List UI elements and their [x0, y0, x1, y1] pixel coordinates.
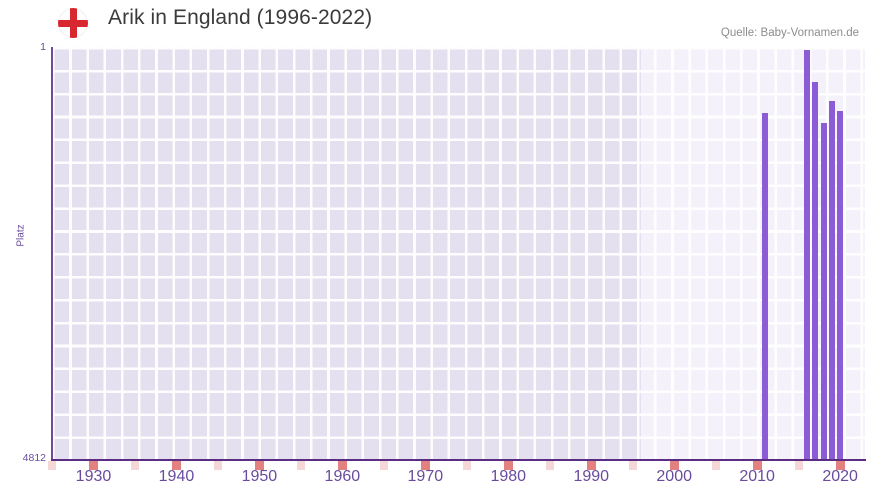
- plot-area: [52, 47, 865, 459]
- x-axis-marker: [545, 461, 554, 470]
- bar[interactable]: [837, 111, 844, 459]
- x-axis-tick-label: 1950: [241, 468, 278, 485]
- y-axis-bottom-tick: 4812: [22, 452, 46, 464]
- x-axis-tick-label: 1930: [75, 468, 112, 485]
- y-axis-line: [51, 47, 53, 459]
- x-axis-tick-label: 1970: [407, 468, 444, 485]
- x-axis-marker: [669, 461, 679, 470]
- x-axis-marker: [586, 461, 596, 470]
- x-axis-marker: [462, 461, 471, 470]
- x-axis-tick-label: 2000: [656, 468, 692, 485]
- x-axis-marker: [130, 461, 139, 470]
- x-axis-marker: [337, 461, 347, 470]
- bar[interactable]: [812, 82, 819, 459]
- x-axis-tick-label: 1940: [158, 468, 195, 485]
- x-axis-marker: [48, 461, 56, 470]
- page-title: Arik in England (1996-2022): [108, 6, 373, 29]
- x-axis-marker: [711, 461, 720, 470]
- x-axis-marker: [503, 461, 513, 470]
- x-axis-marker: [379, 461, 388, 470]
- x-axis-tick-label: 1960: [324, 468, 361, 485]
- x-axis-marker: [835, 461, 845, 470]
- bar[interactable]: [828, 101, 835, 459]
- bar-series: [52, 47, 865, 459]
- x-axis-marker: [254, 461, 264, 470]
- x-axis-marker: [794, 461, 803, 470]
- chart-header: Arik in England (1996-2022) Quelle: Baby…: [0, 0, 873, 47]
- x-axis-tick-label: 2020: [822, 468, 858, 485]
- bar[interactable]: [820, 122, 827, 459]
- england-flag-icon: [58, 8, 88, 38]
- bar[interactable]: [803, 49, 810, 459]
- x-axis-marker: [296, 461, 305, 470]
- bar[interactable]: [762, 113, 769, 459]
- x-axis-marker: [628, 461, 637, 470]
- x-axis-line: [51, 459, 866, 461]
- source-label: Quelle: Baby-Vornamen.de: [720, 27, 859, 39]
- y-axis-label: Platz: [15, 224, 27, 247]
- x-axis-tick-label: 1980: [490, 468, 527, 485]
- x-axis-marker: [171, 461, 181, 470]
- x-axis-marker: [88, 461, 98, 470]
- x-axis-marker: [213, 461, 222, 470]
- x-axis-tick-label: 1990: [573, 468, 610, 485]
- x-axis-tick-label: 2010: [739, 468, 775, 485]
- y-axis-top-tick: 1: [40, 41, 46, 53]
- x-axis-marker: [752, 461, 762, 470]
- x-axis-marker: [420, 461, 430, 470]
